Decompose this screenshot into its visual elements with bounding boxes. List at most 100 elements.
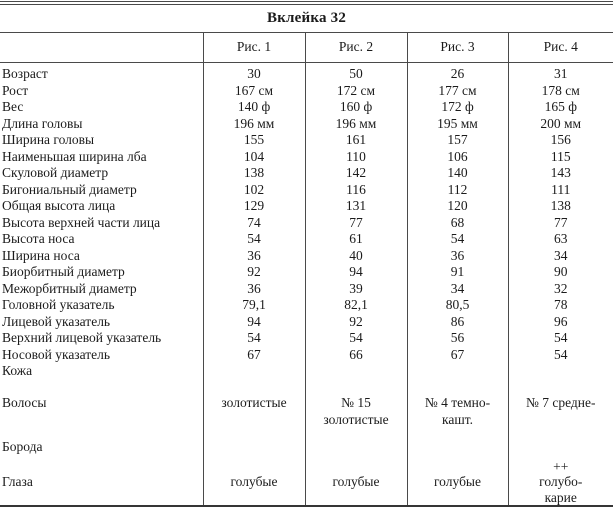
table-row: Наименьшая ширина лба 104 110 106 115 bbox=[0, 148, 613, 165]
col-header-fig1: Рис. 1 bbox=[202, 32, 305, 63]
cell-fig4: 178 см bbox=[507, 82, 613, 99]
table-row: Межорбитный диаметр 36 39 34 32 bbox=[0, 280, 613, 297]
row-label: Возраст bbox=[2, 66, 48, 81]
cell-fig3: 54 bbox=[406, 231, 508, 248]
cell-fig3 bbox=[406, 439, 508, 459]
cell-fig3: 91 bbox=[406, 264, 508, 281]
cell-fig3: 67 bbox=[406, 346, 508, 363]
cell-fig3: 86 bbox=[406, 313, 508, 330]
cell-fig2: 77 bbox=[304, 214, 407, 231]
row-label: Скуловой диаметр bbox=[2, 165, 109, 180]
cell-fig3: 56 bbox=[406, 330, 508, 347]
cell-fig2: 116 bbox=[304, 181, 407, 198]
cell-fig1: 79,1 bbox=[202, 297, 305, 314]
cell-fig4 bbox=[507, 439, 613, 459]
cell-fig2: 54 bbox=[304, 330, 407, 347]
cell-fig1: 54 bbox=[202, 330, 305, 347]
table-row: Головной указатель 79,1 82,1 80,5 78 bbox=[0, 297, 613, 314]
cell-fig2: 61 bbox=[304, 231, 407, 248]
cell-fig2: голубые bbox=[304, 459, 407, 506]
table-row: Верхний лицевой указатель 54 54 56 54 bbox=[0, 330, 613, 347]
cell-fig3 bbox=[406, 363, 508, 395]
cell-fig3: 106 bbox=[406, 148, 508, 165]
col-header-fig3: Рис. 3 bbox=[406, 32, 508, 63]
cell-fig2: № 15 золотистые bbox=[304, 395, 407, 439]
row-label: Бигониальный диаметр bbox=[2, 181, 137, 197]
cell-fig3: 157 bbox=[406, 132, 508, 149]
cell-fig4: 63 bbox=[507, 231, 613, 248]
table-row: Носовой указатель 67 66 67 54 bbox=[0, 346, 613, 363]
cell-fig2: 50 bbox=[304, 62, 407, 83]
cell-fig2: 92 bbox=[304, 313, 407, 330]
cell-fig3: 26 bbox=[406, 62, 508, 83]
row-label: Длина головы bbox=[2, 115, 83, 131]
cell-fig4: 138 bbox=[507, 198, 613, 215]
table-row: Ширина головы 155 161 157 156 bbox=[0, 132, 613, 149]
table-row: Биорбитный диаметр 92 94 91 90 bbox=[0, 264, 613, 281]
row-label: Носовой указатель bbox=[2, 346, 111, 362]
top-double-rule bbox=[0, 1, 613, 5]
cell-fig3: 120 bbox=[406, 198, 508, 215]
cell-fig1: 92 bbox=[202, 264, 305, 281]
cell-fig2 bbox=[304, 363, 407, 395]
cell-fig4: 54 bbox=[507, 330, 613, 347]
table-row: Общая высота лица 129 131 120 138 bbox=[0, 198, 613, 215]
cell-fig2: 40 bbox=[304, 247, 407, 264]
corner-cell bbox=[0, 32, 203, 63]
cell-fig3: 195 мм bbox=[406, 115, 508, 132]
cell-fig2: 66 bbox=[304, 346, 407, 363]
cell-fig1: 138 bbox=[202, 165, 305, 182]
cell-fig2: 142 bbox=[304, 165, 407, 182]
header-row: Рис. 1 Рис. 2 Рис. 3 Рис. 4 bbox=[0, 32, 613, 63]
cell-fig1: 167 см bbox=[202, 82, 305, 99]
table-row-beard: Борода bbox=[0, 439, 613, 459]
row-label: Борода bbox=[2, 439, 43, 454]
page-title: Вклейка 32 bbox=[266, 10, 347, 26]
row-label: Высота верхней части лица bbox=[2, 214, 161, 230]
row-label: Межорбитный диаметр bbox=[2, 280, 137, 296]
row-label: Ширина головы bbox=[2, 132, 95, 147]
table-row: Ширина носа 36 40 36 34 bbox=[0, 247, 613, 264]
cell-fig4 bbox=[507, 363, 613, 395]
cell-fig2 bbox=[304, 439, 407, 459]
cell-fig2: 39 bbox=[304, 280, 407, 297]
cell-fig3: 112 bbox=[406, 181, 508, 198]
cell-fig3: 172 ф bbox=[406, 99, 508, 116]
cell-fig1: 67 bbox=[202, 346, 305, 363]
cell-fig4: 90 bbox=[507, 264, 613, 281]
cell-fig4: 34 bbox=[507, 247, 613, 264]
cell-fig4: 165 ф bbox=[507, 99, 613, 116]
row-label: Ширина носа bbox=[2, 247, 80, 263]
table-row-eyes: Глаза голубые голубые голубые ++ голубо-… bbox=[0, 459, 613, 506]
row-label: Рост bbox=[2, 82, 29, 98]
cell-fig1 bbox=[202, 439, 305, 459]
table-row: Высота верхней части лица 74 77 68 77 bbox=[0, 214, 613, 231]
table-row: Возраст 30 50 26 31 bbox=[0, 62, 613, 83]
cell-fig3: 34 bbox=[406, 280, 508, 297]
col-header-fig4: Рис. 4 bbox=[507, 32, 613, 63]
cell-fig4: 54 bbox=[507, 346, 613, 363]
col-header-fig2: Рис. 2 bbox=[304, 32, 407, 63]
row-label: Глаза bbox=[2, 474, 33, 490]
cell-fig4: 78 bbox=[507, 297, 613, 314]
cell-fig3: голубые bbox=[406, 459, 508, 506]
row-label: Общая высота лица bbox=[2, 198, 116, 213]
cell-fig1: голубые bbox=[202, 459, 305, 506]
table-row-hair: Волосы золотистые № 15 золотистые № 4 те… bbox=[0, 395, 613, 439]
table-row: Длина головы 196 мм 196 мм 195 мм 200 мм bbox=[0, 115, 613, 132]
row-label: Лицевой указатель bbox=[2, 313, 111, 329]
row-label: Биорбитный диаметр bbox=[2, 264, 125, 279]
cell-fig2: 161 bbox=[304, 132, 407, 149]
cell-fig1: 140 ф bbox=[202, 99, 305, 116]
cell-fig3: 177 см bbox=[406, 82, 508, 99]
cell-fig3: № 4 темно- кашт. bbox=[406, 395, 508, 439]
cell-fig2: 196 мм bbox=[304, 115, 407, 132]
table-row: Рост 167 см 172 см 177 см 178 см bbox=[0, 82, 613, 99]
cell-fig4: 143 bbox=[507, 165, 613, 182]
cell-fig1: 155 bbox=[202, 132, 305, 149]
cell-fig2: 94 bbox=[304, 264, 407, 281]
cell-fig2: 82,1 bbox=[304, 297, 407, 314]
table-row: Высота носа 54 61 54 63 bbox=[0, 231, 613, 248]
row-label: Высота носа bbox=[2, 231, 75, 246]
